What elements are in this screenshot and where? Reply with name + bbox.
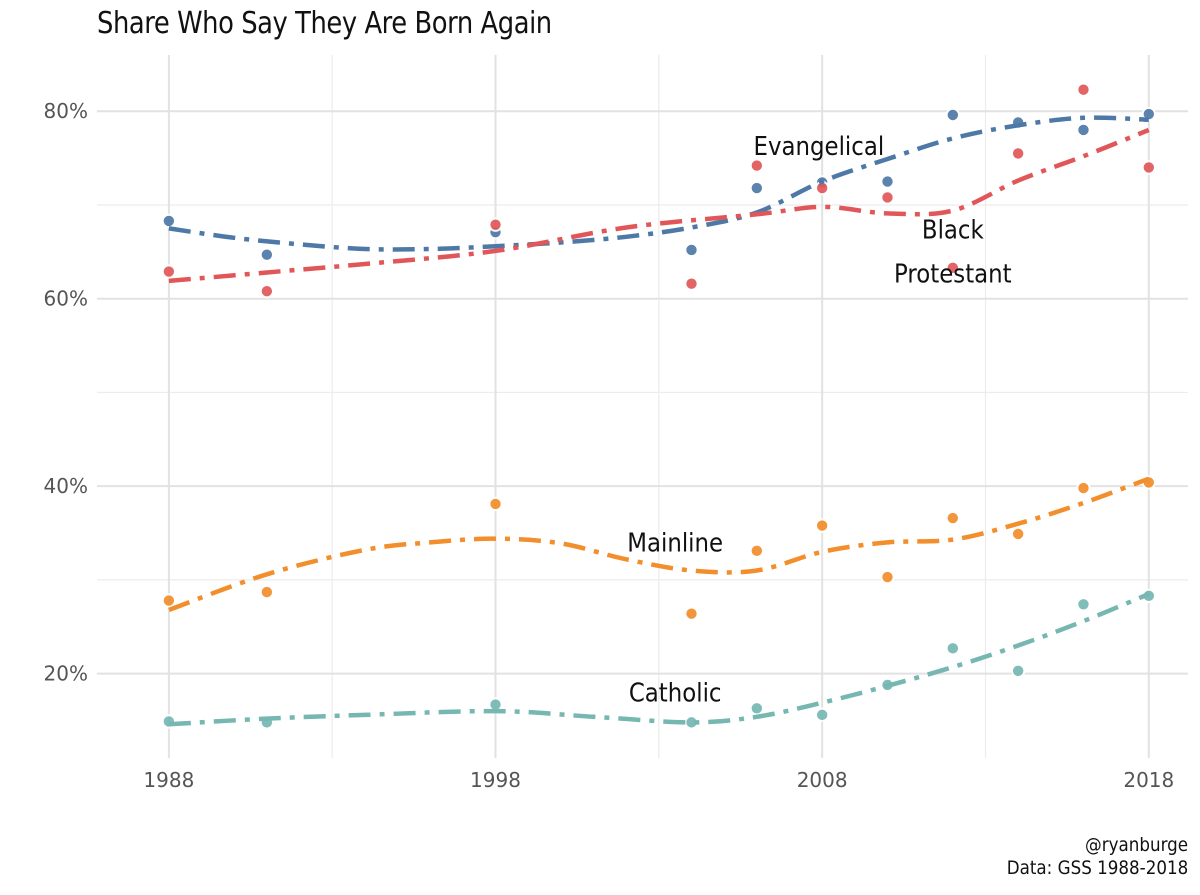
x-tick-label: 2008 (797, 768, 848, 792)
mainline-point (259, 584, 275, 600)
catholic-label: Catholic (629, 677, 722, 708)
mainline-point (880, 569, 895, 585)
mainline-point (161, 593, 177, 608)
catholic-point (749, 701, 765, 716)
black-protestant-point (1010, 146, 1026, 161)
black-protestant-point (749, 158, 765, 173)
mainline-label: Mainline (627, 527, 723, 558)
mainline-point (814, 518, 830, 533)
black-protestant-point (488, 217, 503, 232)
evangelical-point (161, 213, 177, 229)
caption-author: @ryanburge (1084, 834, 1188, 856)
catholic-trend-line (168, 591, 1150, 727)
y-tick-label: 80% (44, 99, 88, 123)
mainline-point (1010, 526, 1026, 542)
black-protestant-point (684, 276, 699, 291)
evangelical-point (259, 247, 275, 262)
catholic-point (1010, 663, 1026, 679)
evangelical-point (1076, 122, 1091, 138)
evangelical-point (684, 242, 699, 258)
black-protestant-point (1076, 82, 1091, 97)
y-tick-label: 20% (44, 662, 88, 686)
evangelical-point (749, 180, 765, 196)
y-tick-label: 40% (44, 474, 88, 498)
mainline-trend-line (168, 476, 1150, 613)
black-protestant-trend-line (168, 127, 1150, 284)
catholic-point (1076, 597, 1091, 612)
black-protestant-point (259, 284, 275, 299)
evangelical-point (1141, 106, 1157, 122)
catholic-point (814, 707, 830, 723)
mainline-point (684, 606, 699, 621)
black-protestant-label: Black (922, 214, 985, 245)
mainline-point (1076, 480, 1091, 496)
black-protestant-point (1141, 160, 1157, 175)
catholic-point (945, 641, 961, 656)
black-protestant-point (880, 190, 895, 205)
evangelical-point (880, 174, 895, 189)
black-protestant-label: Protestant (894, 258, 1012, 289)
x-tick-label: 1998 (470, 768, 521, 792)
x-tick-label: 1988 (143, 768, 194, 792)
black-protestant-point (945, 260, 961, 275)
chart-title: Share Who Say They Are Born Again (97, 6, 552, 41)
mainline-point (488, 496, 503, 512)
mainline-point (945, 510, 961, 526)
caption-source: Data: GSS 1988-2018 (1006, 857, 1188, 879)
evangelical-label: Evangelical (754, 130, 885, 161)
mainline-point (749, 543, 765, 559)
black-protestant-point (161, 264, 177, 279)
x-tick-label: 2018 (1123, 768, 1174, 792)
evangelical-point (945, 107, 961, 123)
y-tick-label: 60% (44, 287, 88, 311)
